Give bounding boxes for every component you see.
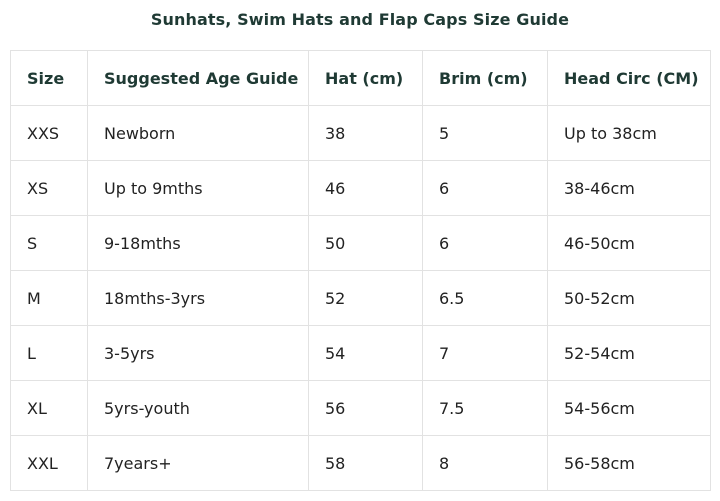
cell-size: L (10, 325, 88, 381)
cell-hat-cm: 52 (308, 270, 423, 326)
cell-hat-cm: 56 (308, 380, 423, 436)
cell-brim-cm: 6 (422, 160, 548, 216)
cell-age-guide: 7years+ (87, 435, 309, 491)
cell-size: XS (10, 160, 88, 216)
table-row: XS Up to 9mths 46 6 38-46cm (10, 160, 711, 216)
cell-age-guide: 3-5yrs (87, 325, 309, 381)
cell-brim-cm: 7.5 (422, 380, 548, 436)
cell-head-circ: 46-50cm (547, 215, 711, 271)
cell-brim-cm: 8 (422, 435, 548, 491)
table-row: XXL 7years+ 58 8 56-58cm (10, 435, 711, 491)
cell-hat-cm: 54 (308, 325, 423, 381)
cell-head-circ: 54-56cm (547, 380, 711, 436)
cell-brim-cm: 7 (422, 325, 548, 381)
table-header-row: Size Suggested Age Guide Hat (cm) Brim (… (10, 50, 711, 106)
header-hat-cm: Hat (cm) (308, 50, 423, 106)
cell-age-guide: 5yrs-youth (87, 380, 309, 436)
cell-hat-cm: 38 (308, 105, 423, 161)
header-head-circ: Head Circ (CM) (547, 50, 711, 106)
cell-size: XL (10, 380, 88, 436)
table-row: M 18mths-3yrs 52 6.5 50-52cm (10, 270, 711, 326)
cell-hat-cm: 58 (308, 435, 423, 491)
cell-brim-cm: 6 (422, 215, 548, 271)
cell-head-circ: 50-52cm (547, 270, 711, 326)
table-row: XXS Newborn 38 5 Up to 38cm (10, 105, 711, 161)
cell-age-guide: Up to 9mths (87, 160, 309, 216)
cell-size: XXS (10, 105, 88, 161)
cell-hat-cm: 50 (308, 215, 423, 271)
header-size: Size (10, 50, 88, 106)
cell-head-circ: 56-58cm (547, 435, 711, 491)
table-row: L 3-5yrs 54 7 52-54cm (10, 325, 711, 381)
header-age-guide: Suggested Age Guide (87, 50, 309, 106)
cell-age-guide: Newborn (87, 105, 309, 161)
cell-age-guide: 9-18mths (87, 215, 309, 271)
cell-size: S (10, 215, 88, 271)
cell-size: M (10, 270, 88, 326)
cell-head-circ: 52-54cm (547, 325, 711, 381)
cell-brim-cm: 5 (422, 105, 548, 161)
table-row: S 9-18mths 50 6 46-50cm (10, 215, 711, 271)
header-brim-cm: Brim (cm) (422, 50, 548, 106)
cell-brim-cm: 6.5 (422, 270, 548, 326)
page-title: Sunhats, Swim Hats and Flap Caps Size Gu… (150, 10, 570, 29)
cell-hat-cm: 46 (308, 160, 423, 216)
cell-age-guide: 18mths-3yrs (87, 270, 309, 326)
cell-size: XXL (10, 435, 88, 491)
cell-head-circ: Up to 38cm (547, 105, 711, 161)
cell-head-circ: 38-46cm (547, 160, 711, 216)
size-guide-table: Size Suggested Age Guide Hat (cm) Brim (… (10, 50, 711, 491)
table-row: XL 5yrs-youth 56 7.5 54-56cm (10, 380, 711, 436)
